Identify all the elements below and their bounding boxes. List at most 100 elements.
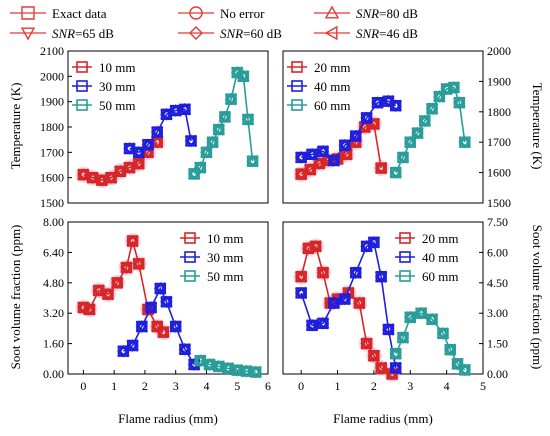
data-point bbox=[249, 365, 262, 379]
panel-temperature-left: 1500 1600 1700 1800 1900 2000 2100 10 mm 30 mm 50… bbox=[40, 44, 269, 210]
circle-marker bbox=[427, 104, 437, 114]
panel-temperature-right: 1500 1600 1700 1800 1900 2000 20 mm 40 mm 60 mm bbox=[282, 44, 511, 210]
circle-marker bbox=[134, 259, 144, 269]
circle-marker bbox=[372, 98, 383, 108]
square-marker bbox=[419, 115, 431, 127]
data-point bbox=[414, 306, 428, 320]
plot-frame bbox=[67, 221, 269, 375]
data-point bbox=[367, 235, 381, 249]
square-marker bbox=[306, 148, 318, 161]
square-marker bbox=[126, 339, 139, 352]
square-marker bbox=[368, 236, 380, 248]
data-point bbox=[305, 147, 319, 161]
circle-marker bbox=[143, 140, 153, 150]
square-marker bbox=[117, 345, 130, 357]
series-0 bbox=[75, 134, 166, 189]
data-point bbox=[141, 138, 155, 152]
circle-marker bbox=[460, 137, 470, 147]
data-point bbox=[150, 125, 164, 139]
circle-marker bbox=[329, 155, 339, 166]
y-tick-label: 0.00 bbox=[487, 367, 508, 381]
square-marker bbox=[390, 100, 402, 112]
square-marker bbox=[317, 145, 329, 158]
data-point bbox=[116, 344, 130, 358]
circle-marker bbox=[318, 318, 328, 328]
data-point bbox=[367, 349, 381, 363]
data-point bbox=[327, 153, 341, 167]
square-legend-marker bbox=[76, 61, 88, 73]
x-tick-label: 1 bbox=[335, 379, 341, 393]
y-tick-label: 7.50 bbox=[487, 215, 508, 229]
data-point bbox=[123, 161, 136, 174]
square-marker bbox=[114, 165, 127, 178]
circle-marker bbox=[134, 147, 144, 157]
y-tick-label: 4.50 bbox=[487, 276, 508, 290]
diamond-legend-marker bbox=[189, 26, 203, 40]
data-point bbox=[144, 301, 158, 314]
ylabel-soot-right: Soot volume fraction (ppm) bbox=[530, 225, 545, 370]
square-marker bbox=[179, 103, 191, 115]
square-marker bbox=[83, 303, 96, 316]
circle-marker bbox=[112, 278, 122, 288]
circle-marker bbox=[121, 263, 132, 273]
data-point bbox=[153, 282, 167, 295]
data-point bbox=[169, 320, 182, 333]
square-marker bbox=[102, 288, 114, 300]
square-legend-marker bbox=[399, 251, 411, 263]
circle-marker bbox=[158, 327, 168, 337]
circle-marker bbox=[362, 113, 372, 123]
y-tick-label: 1.50 bbox=[487, 337, 508, 351]
square-marker bbox=[225, 93, 237, 105]
square-marker bbox=[350, 130, 362, 142]
square-marker bbox=[237, 70, 250, 83]
series-2 bbox=[389, 306, 472, 377]
circle-marker bbox=[460, 365, 470, 375]
y-tick-label: 6.40 bbox=[43, 245, 64, 259]
circle-marker bbox=[84, 304, 95, 314]
circle-marker bbox=[427, 314, 437, 324]
series-line bbox=[200, 359, 256, 373]
circle-marker bbox=[391, 349, 401, 359]
y-tick-label: 1700 bbox=[487, 135, 511, 149]
legend-label: SNR=65 dB bbox=[52, 26, 114, 41]
circle-marker bbox=[405, 312, 415, 322]
data-point bbox=[200, 145, 213, 159]
data-point bbox=[458, 363, 472, 377]
square-marker bbox=[213, 123, 225, 136]
circle-marker bbox=[445, 345, 455, 355]
circle-marker bbox=[452, 359, 463, 369]
square-legend-marker bbox=[184, 270, 196, 282]
data-point bbox=[110, 276, 124, 290]
y-tick-label: 2000 bbox=[40, 69, 64, 83]
square-marker bbox=[375, 362, 387, 374]
square-marker bbox=[160, 296, 173, 308]
data-point bbox=[305, 318, 319, 332]
square-marker bbox=[426, 313, 438, 325]
square-marker bbox=[151, 320, 163, 333]
circle-marker bbox=[296, 288, 306, 298]
circle-marker bbox=[362, 339, 372, 349]
circle-marker bbox=[420, 116, 430, 126]
square-legend-marker bbox=[184, 251, 196, 263]
data-point bbox=[338, 292, 352, 306]
x-tick-label: 6 bbox=[265, 379, 271, 393]
inner-legend-label: 10 mm bbox=[207, 231, 243, 246]
legend-label: No error bbox=[220, 6, 265, 21]
data-point bbox=[184, 134, 198, 148]
data-point bbox=[374, 270, 388, 284]
inner-legend-label: 30 mm bbox=[207, 250, 243, 265]
square-marker bbox=[459, 136, 471, 148]
square-marker bbox=[246, 155, 259, 167]
data-point bbox=[135, 320, 149, 333]
circle-marker bbox=[103, 289, 113, 299]
data-point bbox=[294, 286, 308, 300]
inner-legend-label: 50 mm bbox=[207, 269, 243, 284]
circle-marker bbox=[128, 236, 138, 246]
circle-marker bbox=[243, 114, 253, 125]
data-point bbox=[101, 287, 115, 301]
data-point bbox=[389, 347, 402, 361]
x-tick-label: 0 bbox=[80, 379, 86, 393]
square-marker bbox=[371, 96, 384, 109]
square-marker bbox=[145, 301, 157, 314]
square-marker bbox=[375, 271, 387, 283]
